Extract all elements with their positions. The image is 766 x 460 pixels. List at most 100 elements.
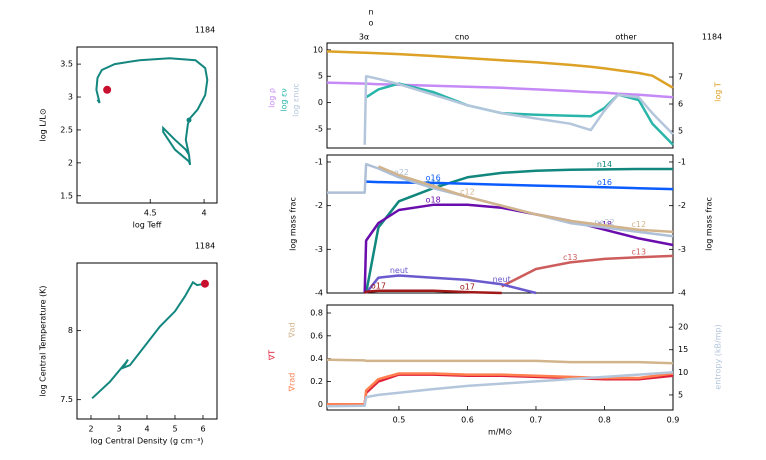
series-line bbox=[364, 167, 673, 294]
x-axis-label: log Teff bbox=[133, 221, 162, 230]
plot-frame bbox=[326, 304, 674, 411]
y-tick-label: 2 bbox=[68, 158, 73, 167]
y2-tick-label: 5 bbox=[678, 126, 683, 135]
annotation: n bbox=[368, 8, 373, 17]
series-label: o16 bbox=[597, 178, 612, 187]
series-line bbox=[377, 165, 674, 234]
series-line bbox=[365, 82, 674, 146]
y-tick-label: 3 bbox=[68, 93, 73, 102]
series-line bbox=[326, 371, 674, 408]
plot-frame bbox=[76, 46, 218, 204]
x-tick-label: 2 bbox=[88, 425, 93, 434]
series-label: o16 bbox=[426, 173, 441, 182]
marker-point bbox=[103, 85, 112, 94]
series-label: n14 bbox=[597, 160, 612, 169]
series-label: ∇T bbox=[268, 350, 277, 361]
y2-tick-label: 20 bbox=[678, 323, 688, 332]
plot-frame bbox=[326, 42, 674, 149]
x-tick-label: 0.5 bbox=[393, 416, 406, 425]
series-label: neut bbox=[390, 266, 408, 275]
y2-tick-label: -1 bbox=[678, 157, 686, 166]
marker-point bbox=[186, 117, 192, 123]
series-line bbox=[363, 74, 674, 145]
series-label: ∇ad bbox=[288, 322, 297, 338]
panel-title: 1184 bbox=[702, 33, 722, 42]
plot-frame bbox=[76, 262, 218, 420]
series-label: log εnuc bbox=[292, 83, 301, 117]
y2-tick-label: 15 bbox=[678, 345, 688, 354]
y-axis-label: log mass frac bbox=[289, 197, 298, 251]
y2-tick-label: -3 bbox=[678, 245, 686, 254]
series-label: o17 bbox=[371, 281, 386, 290]
y-tick-label: -3 bbox=[315, 245, 323, 254]
series-label: log ρ bbox=[268, 88, 277, 108]
y2-tick-label: 10 bbox=[678, 368, 688, 377]
series-line bbox=[501, 254, 674, 288]
y2-tick-label: 6 bbox=[678, 100, 683, 109]
y-axis-label: log Central Temperature (K) bbox=[39, 285, 48, 396]
x-tick-label: 0.8 bbox=[598, 416, 611, 425]
x-axis-label: m/M⊙ bbox=[488, 428, 512, 437]
y-tick-label: -5 bbox=[315, 125, 323, 134]
y-tick-label: 7.5 bbox=[60, 395, 73, 404]
series-label: ne22 bbox=[389, 168, 409, 177]
series-label: c13 bbox=[631, 248, 646, 257]
y2-tick-label: -2 bbox=[678, 201, 686, 210]
y-tick-label: -1 bbox=[315, 157, 323, 166]
series-line bbox=[363, 289, 502, 295]
panel-title: 1184 bbox=[195, 242, 215, 251]
x-tick-label: 5 bbox=[172, 425, 177, 434]
series-label: c12 bbox=[460, 187, 475, 196]
series-label: o18 bbox=[426, 195, 441, 204]
series-label: entropy (kB/mp) bbox=[714, 324, 723, 389]
series-line bbox=[327, 372, 674, 406]
annotation: cno bbox=[455, 33, 469, 42]
y-axis-label: log L/L⊙ bbox=[39, 108, 48, 141]
series-line bbox=[364, 180, 674, 191]
x-tick-label: 4 bbox=[144, 425, 149, 434]
y2-axis-label: log mass frac bbox=[705, 197, 714, 251]
series-label: c12 bbox=[631, 220, 646, 229]
x-tick-label: 0.7 bbox=[530, 416, 543, 425]
track-line bbox=[91, 280, 206, 400]
annotation: other bbox=[615, 33, 637, 42]
series-label: log T bbox=[714, 82, 723, 102]
series-label: c13 bbox=[563, 253, 578, 262]
series-label: o17 bbox=[460, 283, 475, 292]
y-tick-label: 5 bbox=[318, 72, 323, 81]
x-tick-label: 0.6 bbox=[461, 416, 474, 425]
x-tick-label: 3 bbox=[116, 425, 121, 434]
y2-tick-label: 5 bbox=[678, 390, 683, 399]
series-line bbox=[326, 81, 674, 99]
series-line bbox=[326, 358, 674, 365]
y-tick-label: 0.4 bbox=[310, 354, 323, 363]
y-tick-label: 8 bbox=[68, 326, 73, 335]
track-line bbox=[95, 57, 209, 166]
annotation: 3α bbox=[359, 33, 369, 42]
y-tick-label: 3.5 bbox=[60, 60, 73, 69]
y-tick-label: 10 bbox=[313, 45, 323, 54]
annotation: o bbox=[369, 19, 374, 28]
series-label: neut bbox=[493, 275, 511, 284]
series-line bbox=[363, 203, 674, 294]
y-tick-label: 0 bbox=[318, 98, 323, 107]
x-tick-label: 4.5 bbox=[144, 209, 157, 218]
y-tick-label: 0.6 bbox=[310, 331, 323, 340]
y2-tick-label: 7 bbox=[678, 73, 683, 82]
x-tick-label: 0.9 bbox=[667, 416, 680, 425]
series-label: ne22 bbox=[594, 218, 614, 227]
y2-tick-label: -4 bbox=[678, 289, 686, 298]
series-label: ∇rad bbox=[288, 373, 297, 393]
y-tick-label: -2 bbox=[315, 201, 323, 210]
series-line bbox=[326, 50, 674, 89]
marker-point bbox=[200, 279, 209, 288]
y-tick-label: 1.5 bbox=[60, 191, 73, 200]
x-tick-label: 6 bbox=[200, 425, 205, 434]
x-axis-label: log Central Density (g cm⁻³) bbox=[91, 437, 204, 446]
panel-title: 1184 bbox=[195, 26, 215, 35]
series-label: log εν bbox=[280, 88, 289, 112]
x-tick-label: 4 bbox=[202, 209, 207, 218]
y-tick-label: 0.2 bbox=[310, 377, 323, 386]
series-line bbox=[365, 274, 537, 295]
